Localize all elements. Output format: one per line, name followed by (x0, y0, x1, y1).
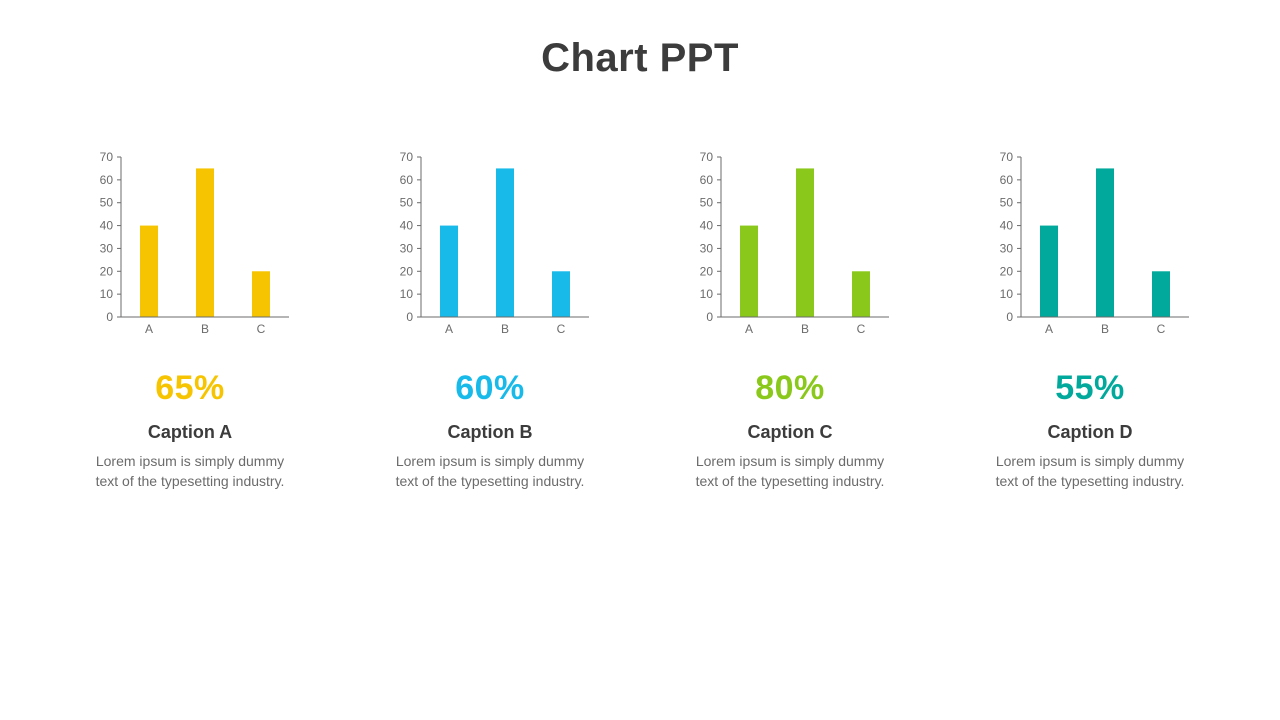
panels-row: 0 10 20 30 40 50 60 70 A B C 65% Caption A Lorem ipsu… (60, 151, 1220, 492)
x-category-label: B (801, 322, 809, 336)
bar-chart: 0 10 20 30 40 50 60 70 A B C (385, 151, 595, 341)
percentage-value: 60% (455, 369, 525, 408)
panel-caption: Caption A (148, 422, 232, 443)
y-tick-label: 10 (400, 287, 414, 301)
y-tick-label: 40 (400, 219, 414, 233)
bar (196, 168, 214, 317)
y-tick-label: 40 (700, 219, 714, 233)
x-category-label: C (1157, 322, 1166, 336)
bar-chart: 0 10 20 30 40 50 60 70 A B C (85, 151, 295, 341)
y-tick-label: 0 (706, 310, 713, 324)
y-tick-label: 70 (1000, 151, 1014, 164)
y-tick-label: 60 (400, 173, 414, 187)
y-tick-label: 0 (406, 310, 413, 324)
panel-caption: Caption B (448, 422, 533, 443)
bar-chart: 0 10 20 30 40 50 60 70 A B C (985, 151, 1195, 341)
y-tick-label: 40 (100, 219, 114, 233)
x-category-label: A (1045, 322, 1053, 336)
x-category-label: C (257, 322, 266, 336)
y-tick-label: 60 (100, 173, 114, 187)
bar (1096, 168, 1114, 317)
bar (796, 168, 814, 317)
x-category-label: B (201, 322, 209, 336)
y-tick-label: 20 (400, 264, 414, 278)
bar-chart: 0 10 20 30 40 50 60 70 A B C (685, 151, 895, 341)
y-tick-label: 0 (1006, 310, 1013, 324)
panel-caption: Caption C (748, 422, 833, 443)
y-tick-label: 20 (1000, 264, 1014, 278)
y-tick-label: 30 (100, 241, 114, 255)
chart-wrap: 0 10 20 30 40 50 60 70 A B C (985, 151, 1195, 341)
y-tick-label: 60 (1000, 173, 1014, 187)
x-category-label: C (857, 322, 866, 336)
panel-caption: Caption D (1048, 422, 1133, 443)
x-category-label: B (501, 322, 509, 336)
percentage-value: 80% (755, 369, 825, 408)
chart-wrap: 0 10 20 30 40 50 60 70 A B C (385, 151, 595, 341)
slide: Chart PPT 0 10 20 30 40 50 60 70 A B C 65% Caption A… (0, 0, 1280, 720)
bar (252, 271, 270, 317)
panel-description: Lorem ipsum is simply dummy text of the … (385, 451, 595, 492)
x-category-label: B (1101, 322, 1109, 336)
panel-description: Lorem ipsum is simply dummy text of the … (85, 451, 295, 492)
panel-description: Lorem ipsum is simply dummy text of the … (685, 451, 895, 492)
y-tick-label: 10 (1000, 287, 1014, 301)
y-tick-label: 70 (100, 151, 114, 164)
y-tick-label: 20 (100, 264, 114, 278)
bar (140, 226, 158, 317)
y-tick-label: 10 (100, 287, 114, 301)
bar (440, 226, 458, 317)
panel-description: Lorem ipsum is simply dummy text of the … (985, 451, 1195, 492)
y-tick-label: 30 (1000, 241, 1014, 255)
bar (552, 271, 570, 317)
bar (852, 271, 870, 317)
bar (1040, 226, 1058, 317)
page-title: Chart PPT (60, 36, 1220, 81)
bar (1152, 271, 1170, 317)
y-tick-label: 50 (400, 196, 414, 210)
chart-wrap: 0 10 20 30 40 50 60 70 A B C (685, 151, 895, 341)
y-tick-label: 60 (700, 173, 714, 187)
chart-wrap: 0 10 20 30 40 50 60 70 A B C (85, 151, 295, 341)
bar (496, 168, 514, 317)
y-tick-label: 70 (400, 151, 414, 164)
y-tick-label: 50 (100, 196, 114, 210)
x-category-label: A (445, 322, 453, 336)
x-category-label: C (557, 322, 566, 336)
percentage-value: 55% (1055, 369, 1125, 408)
x-category-label: A (145, 322, 153, 336)
y-tick-label: 30 (700, 241, 714, 255)
panel-2: 0 10 20 30 40 50 60 70 A B C 80% Caption C Lorem ipsu… (660, 151, 920, 492)
percentage-value: 65% (155, 369, 225, 408)
y-tick-label: 40 (1000, 219, 1014, 233)
bar (740, 226, 758, 317)
y-tick-label: 50 (1000, 196, 1014, 210)
panel-3: 0 10 20 30 40 50 60 70 A B C 55% Caption D Lorem ipsu… (960, 151, 1220, 492)
y-tick-label: 20 (700, 264, 714, 278)
y-tick-label: 70 (700, 151, 714, 164)
y-tick-label: 10 (700, 287, 714, 301)
panel-0: 0 10 20 30 40 50 60 70 A B C 65% Caption A Lorem ipsu… (60, 151, 320, 492)
y-tick-label: 50 (700, 196, 714, 210)
x-category-label: A (745, 322, 753, 336)
y-tick-label: 0 (106, 310, 113, 324)
panel-1: 0 10 20 30 40 50 60 70 A B C 60% Caption B Lorem ipsu… (360, 151, 620, 492)
y-tick-label: 30 (400, 241, 414, 255)
